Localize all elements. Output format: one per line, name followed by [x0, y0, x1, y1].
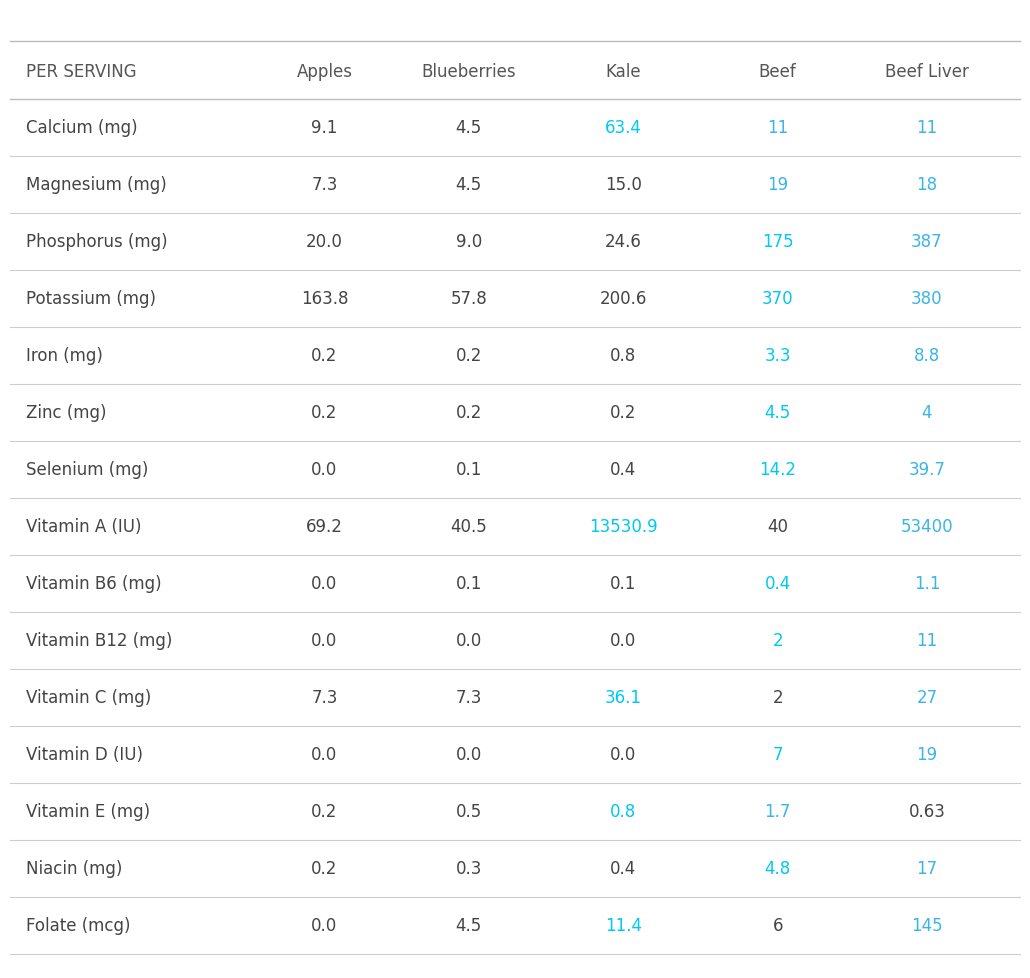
- Text: 1.1: 1.1: [914, 574, 940, 593]
- Text: 200.6: 200.6: [599, 289, 647, 308]
- Text: Zinc (mg): Zinc (mg): [26, 404, 106, 422]
- Text: Beef: Beef: [759, 63, 796, 81]
- Text: 14.2: 14.2: [759, 461, 796, 478]
- Text: 380: 380: [912, 289, 942, 308]
- Text: 0.2: 0.2: [311, 346, 338, 365]
- Text: 8.8: 8.8: [914, 346, 940, 365]
- Text: 63.4: 63.4: [605, 119, 642, 137]
- Text: 4.5: 4.5: [455, 916, 482, 934]
- Text: 387: 387: [912, 233, 942, 250]
- Text: 0.63: 0.63: [908, 802, 946, 821]
- Text: 19: 19: [917, 745, 937, 763]
- Text: Iron (mg): Iron (mg): [26, 346, 103, 365]
- Text: 175: 175: [762, 233, 793, 250]
- Text: 11: 11: [767, 119, 788, 137]
- Text: 0.8: 0.8: [610, 802, 637, 821]
- Text: 20.0: 20.0: [306, 233, 343, 250]
- Text: 0.4: 0.4: [610, 859, 637, 877]
- Text: 0.2: 0.2: [311, 404, 338, 422]
- Text: Apples: Apples: [297, 63, 352, 81]
- Text: Blueberries: Blueberries: [421, 63, 516, 81]
- Text: 0.0: 0.0: [311, 461, 338, 478]
- Text: 163.8: 163.8: [301, 289, 348, 308]
- Text: 4.5: 4.5: [455, 119, 482, 137]
- Text: 0.1: 0.1: [455, 574, 482, 593]
- Text: 0.0: 0.0: [311, 916, 338, 934]
- Text: 24.6: 24.6: [605, 233, 642, 250]
- Text: 7.3: 7.3: [311, 176, 338, 194]
- Text: PER SERVING: PER SERVING: [26, 63, 136, 81]
- Text: 4.5: 4.5: [455, 176, 482, 194]
- Text: 0.0: 0.0: [311, 632, 338, 649]
- Text: 3.3: 3.3: [764, 346, 791, 365]
- Text: Vitamin D (IU): Vitamin D (IU): [26, 745, 143, 763]
- Text: 0.0: 0.0: [455, 745, 482, 763]
- Text: 9.1: 9.1: [311, 119, 338, 137]
- Text: 0.8: 0.8: [610, 346, 637, 365]
- Text: 0.2: 0.2: [455, 404, 482, 422]
- Text: 53400: 53400: [900, 517, 954, 535]
- Text: 370: 370: [762, 289, 793, 308]
- Text: 0.2: 0.2: [610, 404, 637, 422]
- Text: 4.8: 4.8: [764, 859, 791, 877]
- Text: Beef Liver: Beef Liver: [885, 63, 969, 81]
- Text: Vitamin C (mg): Vitamin C (mg): [26, 689, 151, 706]
- Text: 17: 17: [917, 859, 937, 877]
- Text: 9.0: 9.0: [455, 233, 482, 250]
- Text: 40.5: 40.5: [450, 517, 487, 535]
- Text: 1.7: 1.7: [764, 802, 791, 821]
- Text: Niacin (mg): Niacin (mg): [26, 859, 123, 877]
- Text: 15.0: 15.0: [605, 176, 642, 194]
- Text: Vitamin B6 (mg): Vitamin B6 (mg): [26, 574, 162, 593]
- Text: Selenium (mg): Selenium (mg): [26, 461, 148, 478]
- Text: 0.4: 0.4: [764, 574, 791, 593]
- Text: 11: 11: [917, 119, 937, 137]
- Text: Kale: Kale: [606, 63, 641, 81]
- Text: 0.1: 0.1: [610, 574, 637, 593]
- Text: 69.2: 69.2: [306, 517, 343, 535]
- Text: 11: 11: [917, 632, 937, 649]
- Text: 19: 19: [767, 176, 788, 194]
- Text: 7: 7: [772, 745, 783, 763]
- Text: 27: 27: [917, 689, 937, 706]
- Text: 0.1: 0.1: [455, 461, 482, 478]
- Text: Vitamin B12 (mg): Vitamin B12 (mg): [26, 632, 172, 649]
- Text: 2: 2: [772, 632, 783, 649]
- Text: 36.1: 36.1: [605, 689, 642, 706]
- Text: 0.5: 0.5: [455, 802, 482, 821]
- Text: Vitamin A (IU): Vitamin A (IU): [26, 517, 141, 535]
- Text: 7.3: 7.3: [455, 689, 482, 706]
- Text: 57.8: 57.8: [450, 289, 487, 308]
- Text: 0.2: 0.2: [311, 859, 338, 877]
- Text: 13530.9: 13530.9: [589, 517, 657, 535]
- Text: 0.3: 0.3: [455, 859, 482, 877]
- Text: Calcium (mg): Calcium (mg): [26, 119, 137, 137]
- Text: 7.3: 7.3: [311, 689, 338, 706]
- Text: 0.0: 0.0: [610, 632, 637, 649]
- Text: Phosphorus (mg): Phosphorus (mg): [26, 233, 167, 250]
- Text: 0.2: 0.2: [311, 802, 338, 821]
- Text: 2: 2: [772, 689, 783, 706]
- Text: 4.5: 4.5: [764, 404, 791, 422]
- Text: 0.0: 0.0: [610, 745, 637, 763]
- Text: Folate (mcg): Folate (mcg): [26, 916, 130, 934]
- Text: 0.2: 0.2: [455, 346, 482, 365]
- Text: Vitamin E (mg): Vitamin E (mg): [26, 802, 150, 821]
- Text: 39.7: 39.7: [908, 461, 946, 478]
- Text: 4: 4: [922, 404, 932, 422]
- Text: Potassium (mg): Potassium (mg): [26, 289, 156, 308]
- Text: Magnesium (mg): Magnesium (mg): [26, 176, 167, 194]
- Text: 6: 6: [772, 916, 783, 934]
- Text: 18: 18: [917, 176, 937, 194]
- Text: 0.0: 0.0: [311, 574, 338, 593]
- Text: 0.4: 0.4: [610, 461, 637, 478]
- Text: 0.0: 0.0: [455, 632, 482, 649]
- Text: 0.0: 0.0: [311, 745, 338, 763]
- Text: 40: 40: [767, 517, 788, 535]
- Text: 11.4: 11.4: [605, 916, 642, 934]
- Text: 145: 145: [912, 916, 942, 934]
